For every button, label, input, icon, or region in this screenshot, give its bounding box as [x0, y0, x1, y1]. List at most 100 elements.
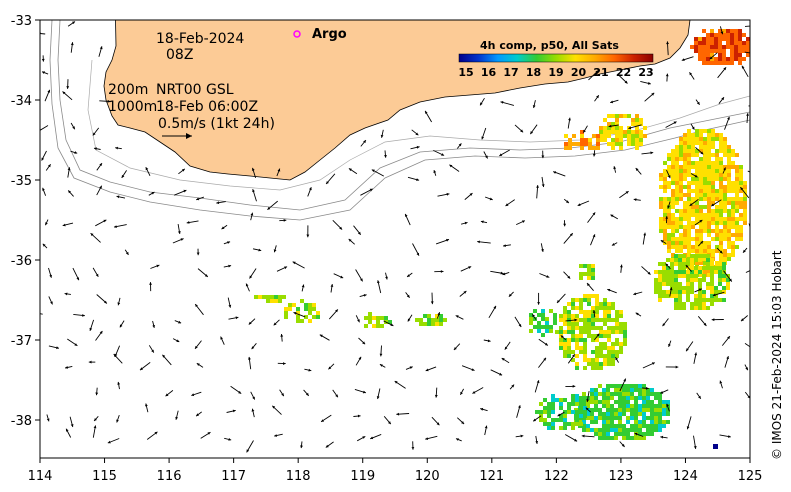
sst-pixel: [675, 169, 679, 173]
current-vector-head: [309, 187, 312, 191]
sst-pixel: [695, 149, 699, 153]
x-tick-label: 118: [286, 469, 311, 484]
sst-pixel: [587, 318, 591, 322]
sst-pixel: [579, 334, 583, 338]
current-vector: [751, 293, 764, 297]
sst-pixel: [607, 350, 611, 354]
sst-pixel: [675, 249, 679, 253]
sst-pixel: [423, 322, 427, 326]
sst-pixel: [726, 61, 730, 65]
sst-pixel: [678, 274, 682, 278]
current-vector-head: [456, 438, 459, 441]
sst-pixel: [634, 416, 638, 420]
sst-pixel: [687, 197, 691, 201]
sst-pixel: [563, 338, 567, 342]
sst-pixel: [603, 342, 607, 346]
sst-pixel: [587, 298, 591, 302]
sst-pixel: [559, 418, 563, 422]
sst-pixel: [606, 436, 610, 440]
sst-pixel: [304, 307, 308, 311]
current-vector-head: [362, 436, 366, 439]
sst-pixel: [727, 233, 731, 237]
current-vector-head: [615, 357, 618, 361]
current-vector-head: [726, 356, 729, 360]
sst-pixel: [590, 392, 594, 396]
current-vector-head: [719, 380, 723, 384]
current-vector-head: [511, 384, 515, 388]
sst-pixel: [691, 153, 695, 157]
sst-pixel: [568, 146, 572, 150]
sst-pixel: [529, 313, 533, 317]
sst-pixel: [739, 185, 743, 189]
sst-pixel: [603, 346, 607, 350]
sst-pixel: [715, 197, 719, 201]
sst-pixel: [595, 310, 599, 314]
sst-pixel: [727, 245, 731, 249]
sst-pixel: [630, 396, 634, 400]
sst-pixel: [583, 358, 587, 362]
sst-pixel: [671, 193, 675, 197]
current-vector-head: [460, 391, 463, 395]
sst-pixel: [710, 290, 714, 294]
sst-pixel: [586, 404, 590, 408]
sst-pixel: [698, 306, 702, 310]
sst-pixel: [691, 141, 695, 145]
sst-pixel: [683, 149, 687, 153]
sst-pixel: [730, 37, 734, 41]
sst-pixel: [368, 320, 372, 324]
sst-pixel: [584, 138, 588, 142]
current-vector-head: [66, 428, 69, 432]
sst-pixel: [719, 229, 723, 233]
sst-pixel: [611, 318, 615, 322]
sst-pixel: [731, 253, 735, 257]
contour-label-1000: 1000m: [108, 99, 157, 115]
sst-pixel: [671, 201, 675, 205]
sst-pixel: [703, 229, 707, 233]
current-vector-head: [694, 174, 698, 178]
current-vector-head: [574, 438, 578, 442]
sst-pixel: [706, 37, 710, 41]
sst-pixel: [571, 358, 575, 362]
sst-pixel: [718, 53, 722, 57]
current-vector-head: [487, 339, 491, 343]
sst-pixel: [734, 57, 738, 61]
sst-pixel: [572, 134, 576, 138]
sst-pixel: [714, 49, 718, 53]
current-vector-head: [425, 368, 429, 372]
current-vector-head: [284, 266, 288, 270]
current-vector-head: [369, 188, 373, 192]
sst-pixel: [563, 354, 567, 358]
sst-pixel: [622, 384, 626, 388]
current-vector-head: [650, 151, 654, 155]
sst-pixel: [599, 342, 603, 346]
sst-pixel: [707, 169, 711, 173]
current-vector-head: [196, 363, 200, 366]
sst-pixel: [553, 321, 557, 325]
sst-pixel: [707, 141, 711, 145]
sst-pixel: [714, 286, 718, 290]
sst-pixel: [587, 322, 591, 326]
sst-pixel: [727, 157, 731, 161]
sst-pixel: [622, 396, 626, 400]
sst-pixel: [723, 249, 727, 253]
sst-pixel: [599, 330, 603, 334]
sst-pixel: [719, 201, 723, 205]
current-vector-head: [204, 274, 208, 277]
sst-pixel: [639, 138, 643, 142]
sst-pixel: [587, 314, 591, 318]
sst-pixel: [654, 416, 658, 420]
sst-pixel: [731, 153, 735, 157]
sst-pixel: [731, 245, 735, 249]
sst-pixel: [587, 294, 591, 298]
sst-pixel: [722, 61, 726, 65]
current-vector-head: [92, 132, 96, 136]
sst-pixel: [735, 153, 739, 157]
sst-pixel: [580, 138, 584, 142]
sst-pixel: [731, 201, 735, 205]
sst-pixel: [670, 274, 674, 278]
sst-pixel: [706, 57, 710, 61]
sst-pixel: [626, 388, 630, 392]
sst-pixel: [743, 197, 747, 201]
sst-pixel: [702, 302, 706, 306]
sst-pixel: [718, 282, 722, 286]
